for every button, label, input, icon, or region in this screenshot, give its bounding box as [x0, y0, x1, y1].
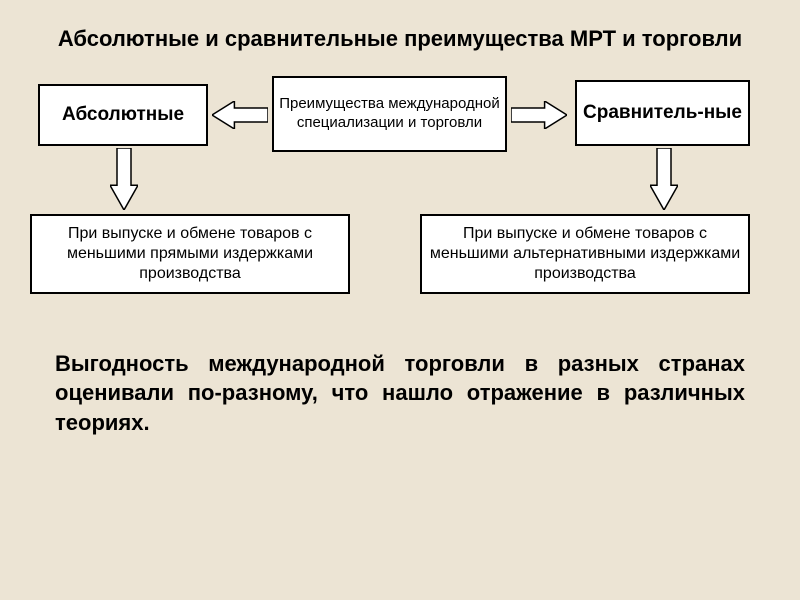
- page-title: Абсолютные и сравнительные преимущества …: [0, 0, 800, 64]
- diagram-area: Абсолютные Преимущества международной сп…: [0, 64, 800, 344]
- arrow-left-icon: [212, 101, 268, 129]
- box-absolute-description: При выпуске и обмене товаров с меньшими …: [30, 214, 350, 294]
- paragraph-text: Выгодность международной торговли в разн…: [55, 351, 745, 435]
- box-center-text: Преимущества международной специализации…: [278, 95, 501, 133]
- arrow-right-icon: [511, 101, 567, 129]
- box-comparative-desc-text: При выпуске и обмене товаров с меньшими …: [426, 224, 744, 284]
- box-absolute-desc-text: При выпуске и обмене товаров с меньшими …: [36, 224, 344, 284]
- box-comparative: Сравнитель-ные: [575, 80, 750, 146]
- box-comparative-text: Сравнитель-ные: [583, 101, 742, 125]
- summary-paragraph: Выгодность международной торговли в разн…: [0, 344, 800, 438]
- arrow-down-right-icon: [650, 148, 678, 210]
- arrow-down-left-icon: [110, 148, 138, 210]
- box-absolute: Абсолютные: [38, 84, 208, 146]
- box-comparative-description: При выпуске и обмене товаров с меньшими …: [420, 214, 750, 294]
- box-center: Преимущества международной специализации…: [272, 76, 507, 152]
- box-absolute-text: Абсолютные: [62, 103, 184, 127]
- title-text: Абсолютные и сравнительные преимущества …: [58, 26, 742, 51]
